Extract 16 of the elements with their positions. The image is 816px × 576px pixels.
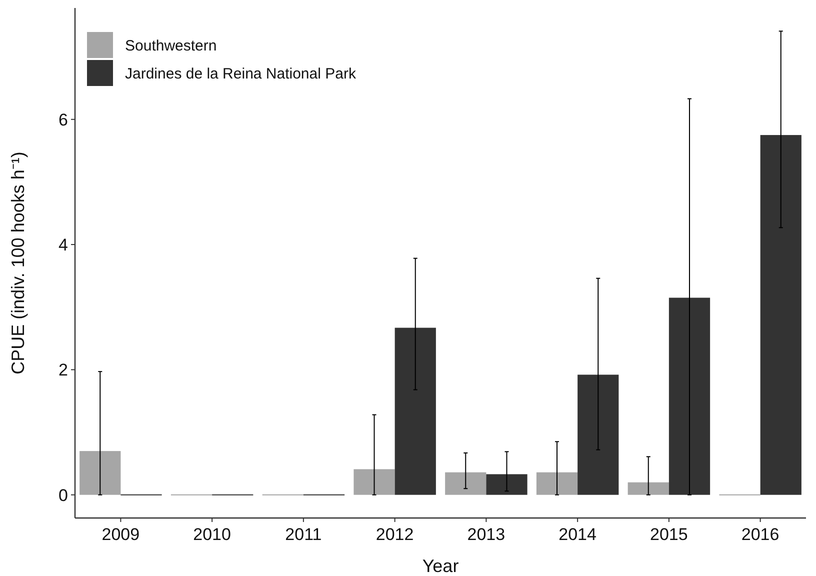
x-tick-label: 2014: [558, 525, 596, 544]
y-axis-title: CPUE (indiv. 100 hooks h⁻¹): [8, 152, 28, 374]
x-tick-label: 2013: [467, 525, 506, 544]
x-tick-label: 2012: [376, 525, 414, 544]
x-tick-label: 2010: [193, 525, 231, 544]
x-tick-label: 2011: [285, 525, 322, 544]
y-tick-label: 2: [58, 360, 68, 380]
y-tick-label: 4: [58, 235, 68, 254]
y-tick-label: 6: [58, 110, 68, 130]
x-axis-title: Year: [422, 556, 459, 576]
legend-label: Southwestern: [125, 37, 217, 54]
y-tick-label: 0: [58, 486, 68, 505]
x-tick-label: 2016: [741, 525, 780, 544]
x-tick-label: 2009: [102, 525, 140, 544]
x-tick-label: 2015: [650, 525, 688, 544]
legend-label: Jardines de la Reina National Park: [125, 65, 356, 82]
